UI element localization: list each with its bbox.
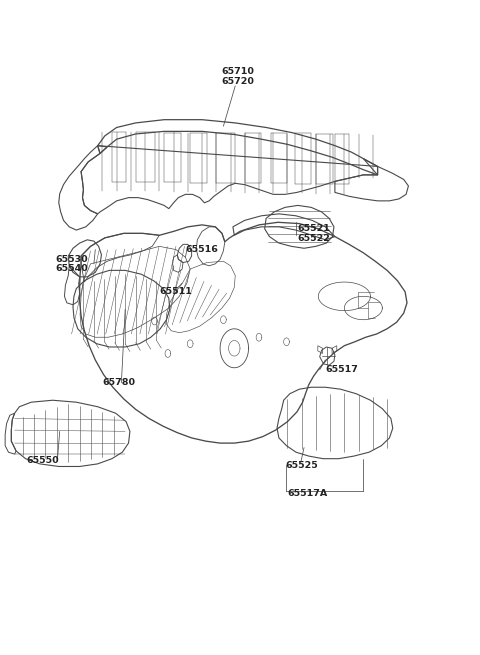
Text: 65550: 65550 bbox=[26, 456, 59, 465]
Text: 65521
65522: 65521 65522 bbox=[297, 224, 330, 243]
Text: 65530
65540: 65530 65540 bbox=[55, 255, 88, 273]
Text: 65780: 65780 bbox=[102, 378, 135, 387]
Text: 65517: 65517 bbox=[325, 365, 358, 374]
Text: 65517A: 65517A bbox=[288, 489, 328, 498]
Text: 65710
65720: 65710 65720 bbox=[221, 67, 254, 86]
Text: 65516: 65516 bbox=[185, 245, 218, 254]
Text: 65511: 65511 bbox=[159, 288, 192, 296]
Text: 65525: 65525 bbox=[285, 460, 318, 470]
